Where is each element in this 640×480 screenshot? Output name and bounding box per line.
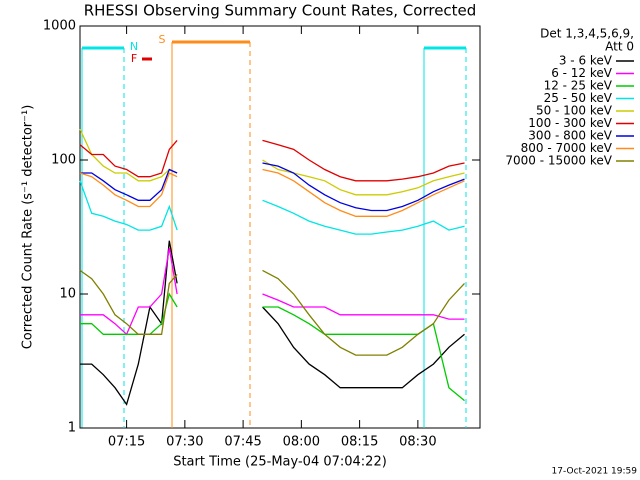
chart-title: RHESSI Observing Summary Count Rates, Co…	[84, 2, 477, 20]
flag-label: F	[131, 52, 137, 65]
x-tick-label: 07:45	[224, 435, 261, 450]
legend-label: 100 - 300 keV	[528, 116, 612, 130]
legend-title: Att 0	[605, 40, 634, 54]
legend-label: 800 - 7000 keV	[521, 141, 613, 155]
legend-label: 50 - 100 keV	[536, 104, 613, 118]
legend-label: 3 - 6 keV	[559, 54, 613, 68]
x-tick-label: 08:00	[283, 435, 320, 450]
y-tick-label: 100	[51, 153, 76, 168]
series-line	[79, 269, 465, 356]
y-tick-label: 10	[59, 287, 76, 302]
legend-title: Det 1,3,4,5,6,9,	[540, 27, 634, 41]
legend-label: 7000 - 15000 keV	[505, 154, 612, 168]
legend-label: 6 - 12 keV	[551, 66, 613, 80]
legend-label: 25 - 50 keV	[544, 91, 613, 105]
plot-frame	[79, 25, 481, 429]
x-tick-label: 08:30	[399, 435, 436, 450]
x-tick-label: 07:15	[108, 435, 145, 450]
series-line	[80, 247, 465, 336]
y-tick-label: 1000	[43, 19, 76, 34]
flag-bars	[81, 40, 467, 428]
legend-label: 300 - 800 keV	[528, 129, 612, 143]
x-tick-label: 08:15	[341, 435, 378, 450]
flag-label: N	[130, 40, 138, 53]
series-line	[80, 162, 465, 212]
x-axis-label: Start Time (25-May-04 07:04:22)	[173, 455, 387, 470]
series-line	[79, 139, 465, 182]
series-line	[79, 168, 465, 217]
y-tick-label: 1	[68, 421, 76, 436]
series-line	[80, 240, 465, 406]
timestamp: 17-Oct-2021 19:59	[552, 467, 638, 477]
flag-label: S	[159, 33, 166, 46]
series-line	[79, 180, 465, 235]
x-tick-label: 07:30	[166, 435, 203, 450]
series-line	[79, 128, 465, 196]
legend-label: 12 - 25 keV	[544, 79, 613, 93]
y-axis-label: Corrected Count Rate (s⁻¹ detector⁻¹)	[21, 105, 36, 350]
